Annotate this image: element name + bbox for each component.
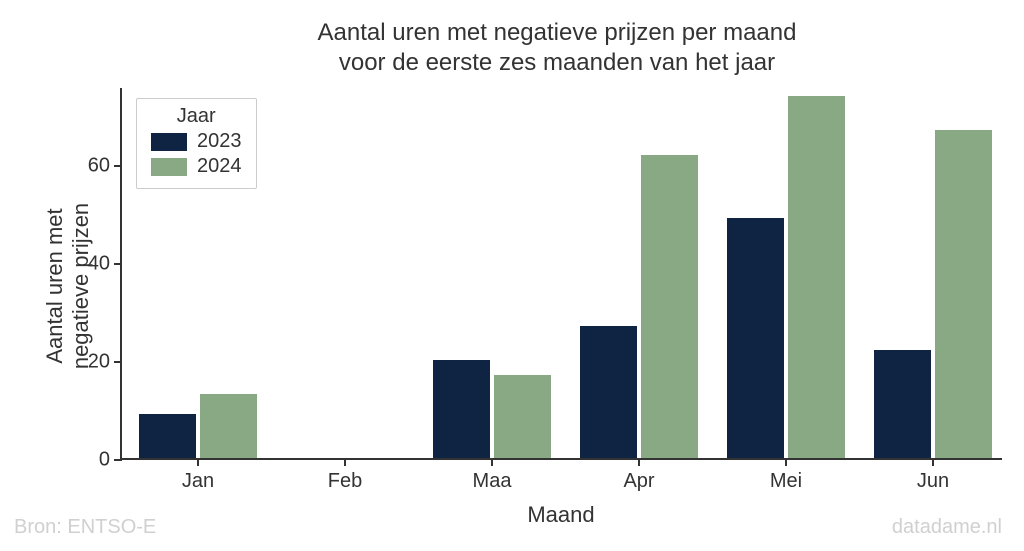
bar-2024-jan: [200, 394, 257, 458]
legend: Jaar 20232024: [136, 98, 257, 189]
y-tick-label: 60: [88, 155, 122, 178]
bar-2023-jan: [139, 414, 196, 458]
chart-title: Aantal uren met negatieve prijzen per ma…: [120, 18, 994, 78]
bar-2023-apr: [580, 326, 637, 458]
y-tick-label: 20: [88, 351, 122, 374]
x-tick-label: Mei: [770, 458, 802, 493]
bar-2024-apr: [641, 155, 698, 458]
source-credit: Bron: ENTSO-E: [14, 516, 156, 539]
y-axis-label: Aantal uren met negatieve prijzen: [42, 186, 94, 386]
y-tick-label: 0: [99, 449, 122, 472]
bar-2023-mei: [727, 218, 784, 458]
legend-item-2023: 2023: [151, 130, 242, 153]
site-credit: datadame.nl: [892, 516, 1002, 539]
x-tick-label: Jun: [917, 458, 949, 493]
x-axis-label: Maand: [120, 502, 1002, 528]
x-tick-label: Jan: [182, 458, 214, 493]
legend-swatch: [151, 158, 187, 176]
bar-2023-maa: [433, 360, 490, 458]
legend-item-2024: 2024: [151, 155, 242, 178]
x-tick-label: Apr: [623, 458, 654, 493]
bar-2023-jun: [874, 350, 931, 458]
bar-2024-jun: [935, 130, 992, 458]
y-tick-label: 40: [88, 253, 122, 276]
legend-label: 2023: [197, 130, 242, 153]
x-tick-label: Maa: [473, 458, 512, 493]
y-axis-label-line1: Aantal uren met: [42, 208, 67, 363]
bar-2024-mei: [788, 96, 845, 458]
plot-area: Jaar 20232024 0204060JanFebMaaAprMeiJun: [120, 88, 1002, 460]
x-tick-label: Feb: [328, 458, 362, 493]
chart-container: Aantal uren met negatieve prijzen per ma…: [0, 0, 1024, 551]
legend-label: 2024: [197, 155, 242, 178]
chart-title-line2: voor de eerste zes maanden van het jaar: [339, 49, 775, 76]
bar-2024-maa: [494, 375, 551, 458]
legend-title: Jaar: [151, 105, 242, 128]
legend-swatch: [151, 133, 187, 151]
y-axis-label-line2: negatieve prijzen: [68, 203, 93, 369]
chart-title-line1: Aantal uren met negatieve prijzen per ma…: [318, 19, 797, 46]
